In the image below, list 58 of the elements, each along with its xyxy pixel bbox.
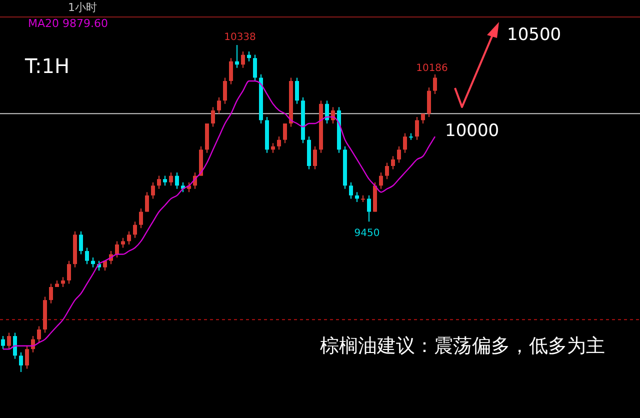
candlestick	[403, 132, 407, 154]
candlestick	[427, 87, 431, 118]
candlestick	[235, 44, 239, 68]
candlestick	[85, 247, 89, 265]
annotation: 10186	[416, 63, 448, 74]
candlestick	[253, 54, 257, 82]
candlestick	[415, 116, 419, 140]
annotation: 9450	[354, 228, 380, 239]
candlestick	[127, 230, 131, 245]
candlestick	[223, 77, 227, 104]
annotation: 棕榈油建议：震荡偏多，低多为主	[320, 335, 605, 357]
candlestick	[121, 237, 125, 248]
candlestick	[169, 172, 173, 186]
candlestick	[1, 336, 5, 350]
text: 10000	[445, 121, 500, 141]
candlestick	[229, 58, 233, 85]
candlestick	[277, 136, 281, 150]
candlestick	[115, 240, 119, 258]
text: 10500	[507, 25, 562, 45]
candlestick	[37, 326, 41, 344]
candlestick	[295, 77, 299, 104]
candlestick	[133, 221, 137, 238]
candlestick	[91, 257, 95, 268]
candlestick	[19, 352, 23, 372]
candlestick	[397, 146, 401, 164]
candlestick	[67, 260, 71, 284]
candlestick	[61, 276, 65, 288]
candlestick	[241, 51, 245, 68]
candlestick	[283, 122, 287, 144]
candlestick	[271, 142, 275, 154]
candlestick	[7, 332, 11, 350]
candlestick	[157, 175, 161, 190]
candlestick	[139, 208, 143, 229]
candlestick	[349, 182, 353, 200]
candlestick	[313, 146, 317, 170]
candlestick	[325, 100, 329, 124]
candlestick	[391, 156, 395, 170]
candlestick	[355, 192, 359, 202]
candlestick	[247, 51, 251, 62]
candlestick	[151, 182, 155, 200]
candlestick	[421, 113, 425, 124]
candlestick	[79, 230, 83, 255]
candlestick	[145, 192, 149, 212]
candlestick	[217, 96, 221, 114]
candlestick	[49, 283, 53, 304]
text: MA20 9879.60	[28, 17, 108, 30]
candlestick	[367, 194, 371, 222]
candlestick	[385, 162, 389, 180]
candlestick	[379, 172, 383, 190]
text: 10338	[224, 32, 256, 43]
candlestick	[211, 106, 215, 128]
text: 1小时	[68, 1, 97, 14]
candlestick	[25, 345, 29, 370]
candlestick	[13, 332, 17, 360]
candlestick	[175, 172, 179, 190]
candlestick	[163, 175, 167, 186]
annotation: T:1H	[24, 54, 70, 78]
candlestick	[433, 74, 437, 95]
